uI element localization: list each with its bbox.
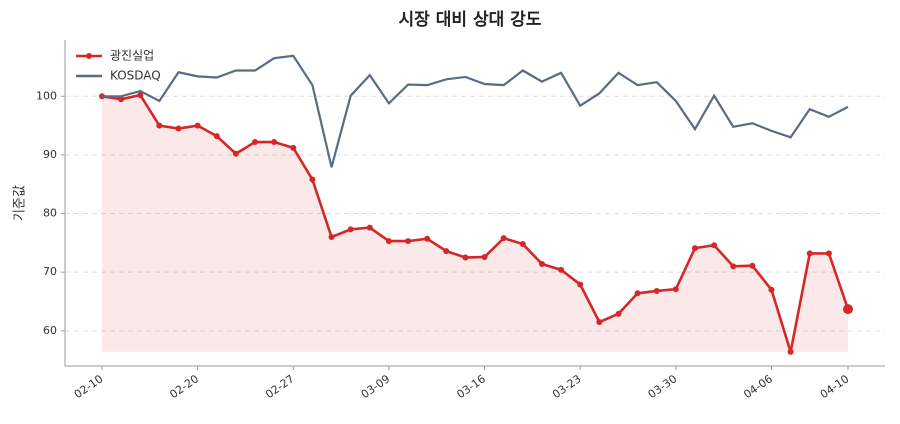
point (768, 286, 775, 293)
point (500, 235, 507, 242)
point (843, 304, 853, 315)
x-tick-label: 02-27 (263, 372, 297, 401)
point (634, 290, 641, 297)
point (711, 242, 718, 249)
point (424, 235, 431, 242)
point (271, 139, 278, 146)
series-line (102, 54, 849, 168)
point (137, 92, 144, 99)
x-tick-label: 04-06 (741, 372, 775, 401)
point (156, 122, 163, 129)
point (443, 248, 450, 255)
x-tick-label: 02-10 (72, 372, 106, 401)
point (309, 176, 316, 183)
point (691, 245, 698, 252)
point (232, 150, 239, 157)
x-tick-label: 03-16 (454, 372, 488, 401)
chart-title: 시장 대비 상대 강도 (399, 10, 542, 30)
point (730, 263, 737, 270)
point (615, 310, 622, 317)
point (787, 348, 794, 355)
x-tick-label: 04-10 (818, 372, 852, 401)
point (558, 266, 565, 273)
y-tick-label: 90 (43, 148, 57, 161)
point (290, 144, 297, 151)
legend-label: 광진실업 (110, 49, 154, 63)
x-tick-label: 03-09 (359, 372, 393, 401)
x-tick-label: 03-23 (550, 372, 584, 401)
series-line (101, 93, 850, 353)
point (806, 250, 813, 257)
point (653, 287, 660, 294)
point (519, 241, 526, 248)
y-axis-label: 기준값 (13, 185, 28, 221)
point (194, 122, 201, 129)
area-fill (102, 95, 848, 352)
point (462, 254, 469, 261)
point (118, 96, 125, 103)
point (385, 238, 392, 245)
point (672, 286, 679, 293)
legend-label: KOSDAQ (110, 69, 161, 83)
point (481, 253, 488, 260)
legend-marker (86, 53, 92, 59)
y-tick-label: 70 (43, 265, 57, 278)
point (328, 234, 335, 241)
x-tick-label: 02-20 (167, 372, 201, 401)
point (596, 319, 603, 326)
point (405, 238, 412, 245)
point (175, 125, 182, 132)
y-tick-label: 60 (43, 324, 57, 337)
point (213, 133, 220, 140)
point (252, 139, 259, 146)
point (347, 226, 354, 233)
x-tick-label: 03-30 (646, 372, 680, 401)
point (538, 260, 545, 267)
point (825, 250, 832, 257)
point (577, 281, 584, 288)
y-tick-label: 100 (36, 89, 57, 102)
point (749, 262, 756, 269)
y-tick-label: 80 (43, 207, 57, 220)
point (366, 224, 373, 231)
